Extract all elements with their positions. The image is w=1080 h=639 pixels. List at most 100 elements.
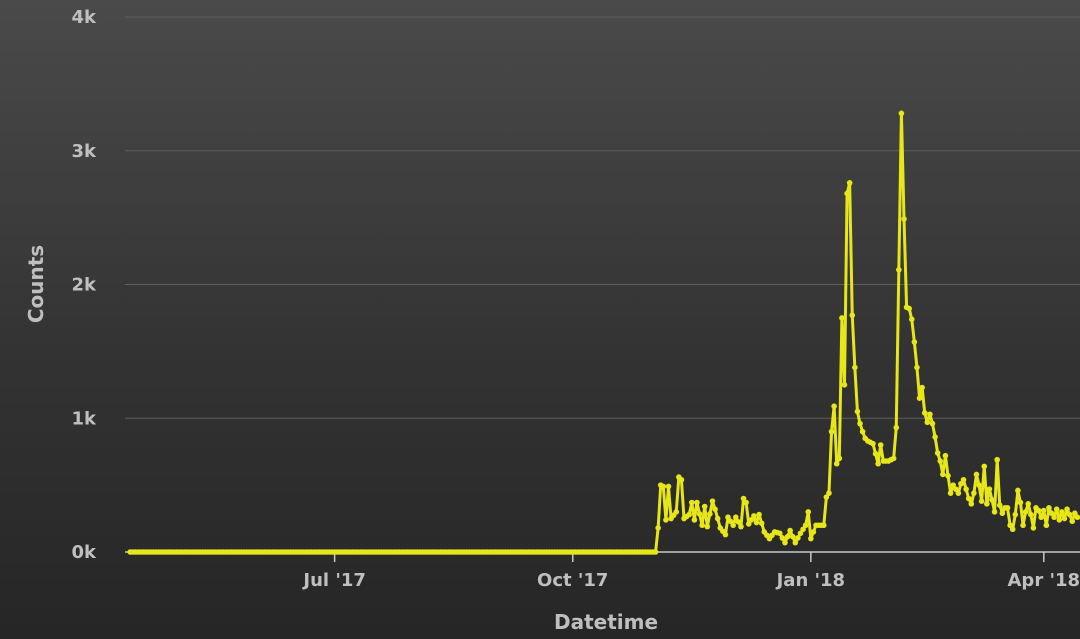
data-point[interactable] xyxy=(722,531,729,538)
data-point[interactable] xyxy=(924,419,931,426)
data-point[interactable] xyxy=(743,499,749,506)
data-point[interactable] xyxy=(916,395,923,401)
data-point[interactable] xyxy=(707,511,713,517)
data-point[interactable] xyxy=(688,499,695,506)
data-point[interactable] xyxy=(870,440,876,447)
data-point[interactable] xyxy=(844,190,850,197)
data-point[interactable] xyxy=(947,490,954,496)
data-point[interactable] xyxy=(968,501,975,507)
data-point[interactable] xyxy=(709,498,716,504)
data-point[interactable] xyxy=(802,522,809,529)
data-point[interactable] xyxy=(655,525,661,531)
data-point[interactable] xyxy=(696,511,703,517)
data-point[interactable] xyxy=(986,486,993,492)
data-point[interactable] xyxy=(782,539,788,546)
data-point[interactable] xyxy=(965,495,972,502)
data-point[interactable] xyxy=(859,428,866,435)
data-point[interactable] xyxy=(779,535,786,541)
data-point[interactable] xyxy=(735,519,742,525)
data-point[interactable] xyxy=(652,549,659,555)
data-point[interactable] xyxy=(890,455,897,462)
data-point[interactable] xyxy=(660,483,667,490)
data-point[interactable] xyxy=(823,494,830,500)
data-point[interactable] xyxy=(699,522,705,529)
data-point[interactable] xyxy=(1009,526,1016,533)
data-point[interactable] xyxy=(751,513,757,519)
data-point[interactable] xyxy=(1007,522,1013,529)
data-point[interactable] xyxy=(1012,511,1019,518)
data-point[interactable] xyxy=(1040,507,1047,514)
data-point[interactable] xyxy=(730,522,736,529)
data-point[interactable] xyxy=(932,434,938,440)
data-point[interactable] xyxy=(971,490,977,496)
data-point[interactable] xyxy=(950,482,956,488)
data-point[interactable] xyxy=(758,520,765,527)
data-point[interactable] xyxy=(701,503,708,510)
data-point[interactable] xyxy=(792,539,799,546)
data-point[interactable] xyxy=(820,522,827,529)
data-point[interactable] xyxy=(691,517,698,523)
data-point[interactable] xyxy=(919,384,925,391)
data-point[interactable] xyxy=(945,472,951,479)
data-point[interactable] xyxy=(727,518,734,525)
data-point[interactable] xyxy=(896,266,902,273)
data-point[interactable] xyxy=(686,511,692,518)
data-point[interactable] xyxy=(934,450,941,456)
data-point[interactable] xyxy=(787,527,793,534)
data-point[interactable] xyxy=(846,180,853,186)
data-point[interactable] xyxy=(748,517,755,523)
data-point[interactable] xyxy=(1030,525,1037,531)
data-point[interactable] xyxy=(1004,505,1011,511)
data-point[interactable] xyxy=(875,460,881,467)
data-point[interactable] xyxy=(989,497,995,503)
data-point[interactable] xyxy=(960,476,967,483)
data-point[interactable] xyxy=(753,519,760,526)
data-point[interactable] xyxy=(694,499,700,506)
data-point[interactable] xyxy=(893,424,900,431)
data-point[interactable] xyxy=(810,529,817,535)
data-point[interactable] xyxy=(712,506,718,512)
data-point[interactable] xyxy=(839,315,845,321)
data-point[interactable] xyxy=(958,480,964,487)
data-point[interactable] xyxy=(1022,509,1029,515)
data-point[interactable] xyxy=(1064,506,1070,512)
data-point[interactable] xyxy=(833,460,840,467)
data-point[interactable] xyxy=(663,517,669,523)
data-point[interactable] xyxy=(836,455,843,462)
data-point[interactable] xyxy=(841,382,848,388)
data-point[interactable] xyxy=(857,420,863,427)
data-point[interactable] xyxy=(1048,510,1055,517)
data-point[interactable] xyxy=(937,458,944,464)
data-point[interactable] xyxy=(1015,487,1021,494)
data-point[interactable] xyxy=(738,523,744,530)
data-point[interactable] xyxy=(1051,514,1057,521)
data-point[interactable] xyxy=(852,364,858,371)
data-point[interactable] xyxy=(826,490,832,496)
data-point[interactable] xyxy=(854,408,861,415)
data-point[interactable] xyxy=(1056,517,1063,523)
data-point[interactable] xyxy=(740,495,747,502)
data-point[interactable] xyxy=(1017,499,1024,506)
data-point[interactable] xyxy=(872,450,879,457)
data-point[interactable] xyxy=(921,410,928,416)
data-point[interactable] xyxy=(1035,507,1042,514)
data-point[interactable] xyxy=(940,471,946,478)
data-point[interactable] xyxy=(1053,506,1060,512)
data-point[interactable] xyxy=(994,456,1000,463)
data-point[interactable] xyxy=(1020,522,1026,529)
data-point[interactable] xyxy=(808,535,814,542)
data-point[interactable] xyxy=(1061,515,1068,522)
data-point[interactable] xyxy=(745,521,752,527)
data-point[interactable] xyxy=(725,514,731,521)
data-point[interactable] xyxy=(784,533,791,540)
data-point[interactable] xyxy=(849,312,856,319)
data-point[interactable] xyxy=(978,498,985,504)
data-point[interactable] xyxy=(877,442,884,448)
data-point[interactable] xyxy=(800,526,806,533)
data-point[interactable] xyxy=(955,490,962,496)
data-point[interactable] xyxy=(927,411,933,418)
data-point[interactable] xyxy=(952,486,959,492)
data-point[interactable] xyxy=(1066,511,1073,518)
data-point[interactable] xyxy=(901,216,907,222)
data-point[interactable] xyxy=(1028,511,1034,518)
